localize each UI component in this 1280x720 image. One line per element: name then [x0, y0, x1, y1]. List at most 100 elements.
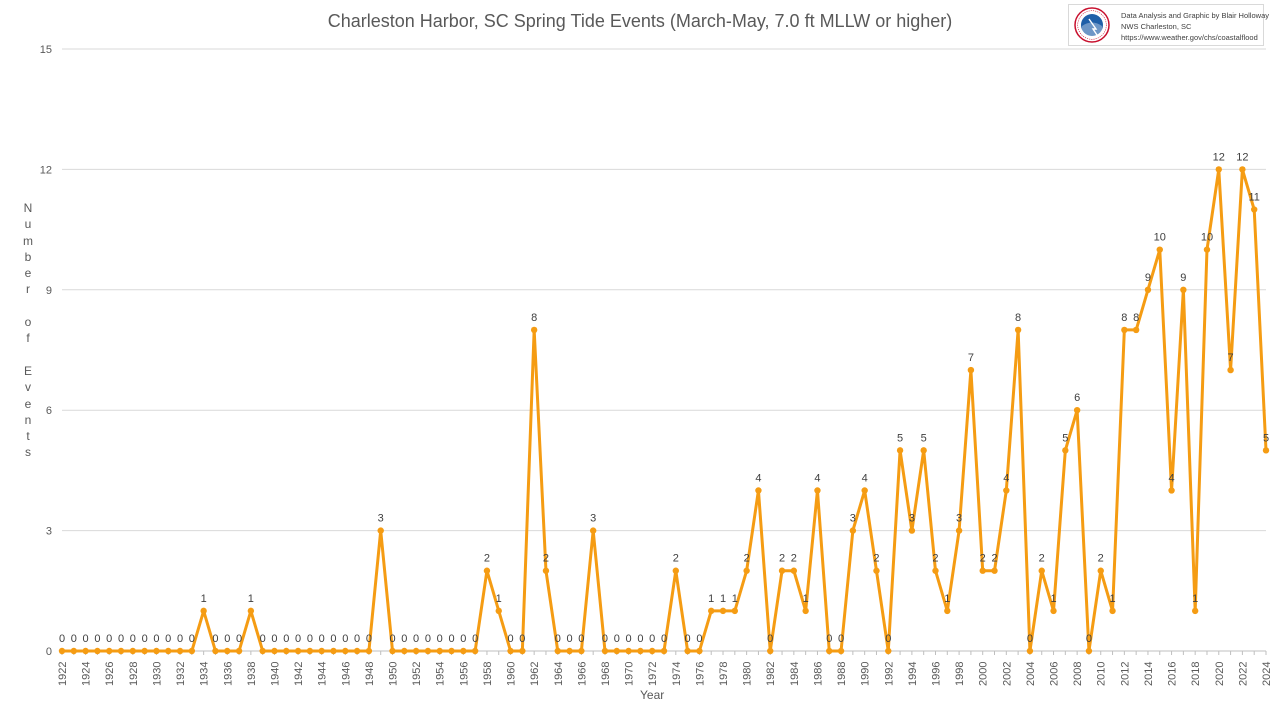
- data-label: 0: [118, 633, 124, 645]
- x-tick-label: 1972: [647, 662, 659, 686]
- data-point: [70, 647, 78, 655]
- x-tick-label: 2022: [1237, 662, 1249, 686]
- data-label: 12: [1236, 151, 1248, 163]
- data-label: 0: [366, 633, 372, 645]
- data-point: [1156, 246, 1163, 253]
- x-tick-label: 2004: [1025, 662, 1037, 686]
- data-point: [1062, 447, 1069, 454]
- y-axis-label-letter: o: [24, 315, 32, 330]
- data-label: 0: [555, 633, 561, 645]
- data-label: 0: [307, 633, 313, 645]
- data-point: [719, 607, 727, 615]
- data-label: 2: [543, 553, 549, 565]
- data-point: [1073, 407, 1081, 414]
- y-axis-label-letter: e: [24, 266, 32, 281]
- data-label: 0: [649, 633, 655, 645]
- data-point: [684, 647, 691, 655]
- data-point: [141, 647, 148, 655]
- data-label: 2: [1098, 553, 1104, 565]
- data-label: 8: [531, 312, 537, 324]
- credit-line-url: https://www.weather.gov/chs/coastalflood: [1121, 33, 1258, 42]
- data-label: 0: [165, 633, 171, 645]
- data-label: 1: [708, 593, 714, 605]
- x-tick-label: 1948: [364, 662, 376, 686]
- data-label: 0: [83, 633, 89, 645]
- data-point: [625, 647, 632, 655]
- x-tick-label: 2010: [1096, 662, 1108, 686]
- data-point: [696, 647, 703, 655]
- y-tick-label: 0: [46, 646, 52, 658]
- x-tick-label: 1922: [57, 662, 69, 686]
- data-point: [1215, 166, 1222, 173]
- data-label: 0: [519, 633, 525, 645]
- data-label: 0: [614, 633, 620, 645]
- chart-title: Charleston Harbor, SC Spring Tide Events…: [327, 11, 953, 31]
- data-point: [944, 607, 951, 615]
- data-label: 0: [389, 633, 395, 645]
- data-point: [802, 607, 809, 615]
- data-label: 0: [106, 633, 112, 645]
- x-tick-label: 1992: [883, 662, 895, 686]
- data-label: 0: [71, 633, 77, 645]
- data-label: 0: [626, 633, 632, 645]
- x-tick-label: 1964: [553, 662, 565, 686]
- x-tick-label: 2006: [1049, 662, 1061, 686]
- data-label: 0: [283, 633, 289, 645]
- data-point: [153, 647, 160, 655]
- data-point: [778, 567, 786, 574]
- data-point: [920, 447, 927, 454]
- x-tick-label: 1928: [128, 662, 140, 686]
- data-label: 1: [803, 593, 809, 605]
- data-point: [1203, 246, 1211, 253]
- x-tick-label: 1936: [222, 662, 234, 686]
- y-axis-label-letter: v: [25, 380, 31, 395]
- x-tick-label: 1950: [388, 662, 400, 686]
- data-label: 0: [602, 633, 608, 645]
- data-label: 0: [472, 633, 478, 645]
- data-point: [1180, 286, 1187, 293]
- data-label: 1: [944, 593, 950, 605]
- x-tick-label: 1994: [907, 662, 919, 686]
- data-label: 3: [909, 513, 915, 525]
- y-axis-label-letter: t: [26, 429, 30, 444]
- data-point: [235, 647, 243, 655]
- x-tick-label: 2024: [1261, 662, 1273, 686]
- data-label: 12: [1213, 151, 1225, 163]
- x-tick-label: 1944: [317, 662, 329, 686]
- data-point: [365, 647, 373, 655]
- data-label: 6: [1074, 392, 1080, 404]
- nws-logo-icon: [1074, 7, 1110, 43]
- data-label: 2: [991, 553, 997, 565]
- data-label: 3: [378, 513, 384, 525]
- data-point: [224, 647, 231, 655]
- x-tick-label: 1970: [624, 662, 636, 686]
- data-point: [377, 527, 384, 534]
- data-label: 0: [271, 633, 277, 645]
- x-tick-label: 1926: [104, 662, 116, 686]
- data-point: [460, 647, 467, 655]
- data-label: 0: [224, 633, 230, 645]
- data-label: 0: [661, 633, 667, 645]
- data-point: [342, 647, 349, 655]
- data-point: [448, 647, 455, 655]
- data-label: 4: [1169, 472, 1175, 484]
- data-point: [318, 647, 325, 655]
- data-point: [1014, 326, 1022, 334]
- x-tick-label: 1986: [812, 662, 824, 686]
- y-tick-label: 12: [40, 164, 52, 176]
- data-point: [826, 647, 833, 655]
- data-label: 0: [177, 633, 183, 645]
- data-label: 4: [1003, 472, 1009, 484]
- x-tick-label: 1924: [81, 662, 93, 686]
- y-axis-label-letter: s: [25, 445, 31, 460]
- x-tick-label: 1976: [694, 662, 706, 686]
- x-tick-label: 1974: [671, 662, 683, 686]
- data-point: [1038, 567, 1045, 574]
- data-label: 0: [578, 633, 584, 645]
- data-label: 0: [295, 633, 301, 645]
- data-point: [648, 647, 656, 655]
- x-tick-label: 1940: [269, 662, 281, 686]
- data-point: [554, 647, 561, 655]
- data-label: 0: [354, 633, 360, 645]
- data-label: 0: [142, 633, 148, 645]
